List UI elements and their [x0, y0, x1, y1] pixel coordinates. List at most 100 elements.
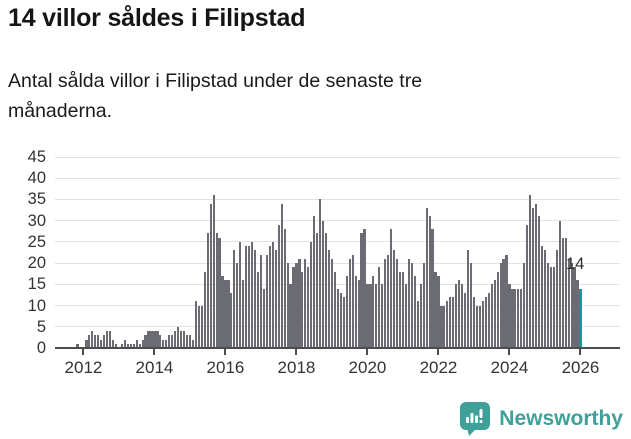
- bar: [517, 288, 520, 348]
- bar: [165, 339, 168, 348]
- bar: [404, 284, 408, 348]
- bar: [307, 267, 310, 348]
- y-axis-label: 45: [27, 148, 46, 166]
- bar: [472, 297, 476, 348]
- bar: [295, 263, 298, 348]
- x-axis-label: 2016: [206, 358, 245, 377]
- bar: [523, 263, 526, 348]
- x-axis-label: 2014: [135, 358, 174, 377]
- bar: [188, 335, 192, 348]
- bar: [135, 339, 138, 348]
- y-axis-label: 0: [36, 339, 46, 357]
- bar: [546, 263, 550, 348]
- bar: [464, 292, 467, 348]
- bar: [144, 335, 147, 348]
- bar: [561, 237, 564, 348]
- bar: [363, 229, 366, 348]
- bar: [452, 297, 455, 348]
- page-title: 14 villor såldes i Filipstad: [8, 4, 306, 32]
- bar: [576, 280, 579, 348]
- bar: [286, 263, 289, 348]
- bar: [230, 292, 233, 348]
- bar: [549, 267, 552, 348]
- bar: [114, 343, 118, 348]
- bar: [120, 343, 124, 348]
- bar: [265, 254, 268, 348]
- bar: [466, 250, 470, 348]
- bar: [478, 305, 481, 348]
- brand-name: Newsworthy: [499, 407, 623, 430]
- bar: [233, 250, 236, 348]
- bar: [461, 284, 464, 348]
- bar: [108, 331, 112, 348]
- bar: [289, 284, 292, 348]
- bar: [103, 335, 106, 348]
- x-axis-label: 2012: [64, 358, 103, 377]
- newsworthy-logo[interactable]: Newsworthy: [458, 401, 623, 437]
- bar: [182, 331, 186, 348]
- bar: [360, 233, 363, 348]
- bar: [375, 284, 378, 348]
- bar: [348, 258, 351, 348]
- x-axis-label: 2018: [277, 358, 316, 377]
- bar: [558, 220, 561, 348]
- bar: [206, 233, 209, 348]
- bar: [564, 237, 567, 348]
- bar: [357, 280, 360, 348]
- bar: [111, 339, 115, 348]
- y-gridline: [55, 241, 620, 243]
- y-axis-label: 35: [27, 190, 46, 209]
- bar: [330, 258, 334, 348]
- bar: [194, 301, 197, 348]
- bar: [567, 258, 570, 348]
- bar: [345, 275, 348, 348]
- bar: [555, 250, 558, 348]
- bar: [484, 297, 487, 348]
- x-axis-tick: [437, 349, 440, 355]
- bar: [313, 216, 316, 348]
- bar: [532, 207, 535, 348]
- bar: [277, 224, 280, 348]
- bar: [304, 258, 307, 348]
- bar: [446, 301, 449, 348]
- bar: [224, 280, 227, 348]
- bar: [251, 241, 254, 348]
- bar: [543, 250, 547, 348]
- bar: [535, 203, 538, 348]
- bar: [179, 331, 183, 348]
- bar: [437, 275, 440, 348]
- bar: [327, 250, 331, 348]
- x-axis-tick: [82, 349, 85, 355]
- bar: [369, 284, 372, 348]
- y-gridline: [55, 198, 620, 200]
- y-axis-label: 20: [27, 254, 46, 273]
- y-axis-label: 30: [27, 211, 46, 230]
- x-axis-tick: [366, 349, 369, 355]
- bar: [381, 284, 384, 348]
- bar: [395, 258, 399, 348]
- bar: [393, 250, 396, 348]
- x-axis-tick: [508, 349, 511, 355]
- bar: [162, 339, 165, 348]
- bar: [378, 267, 381, 348]
- y-gridline: [55, 220, 620, 222]
- bar: [227, 280, 230, 348]
- bar: [413, 275, 416, 348]
- bar: [366, 284, 369, 348]
- bar: [280, 203, 283, 348]
- bar: [339, 292, 342, 348]
- x-axis-tick: [224, 349, 227, 355]
- bar: [242, 280, 245, 348]
- x-axis-label: 2026: [561, 358, 600, 377]
- bar: [416, 301, 419, 348]
- bar: [508, 284, 511, 348]
- bar: [440, 305, 443, 348]
- bar: [236, 263, 239, 348]
- newsworthy-logo-icon: [460, 402, 491, 436]
- last-value-label: 14: [566, 255, 585, 273]
- bar: [431, 229, 434, 348]
- bar: [322, 220, 325, 348]
- bar: [256, 271, 260, 348]
- bar: [573, 267, 576, 348]
